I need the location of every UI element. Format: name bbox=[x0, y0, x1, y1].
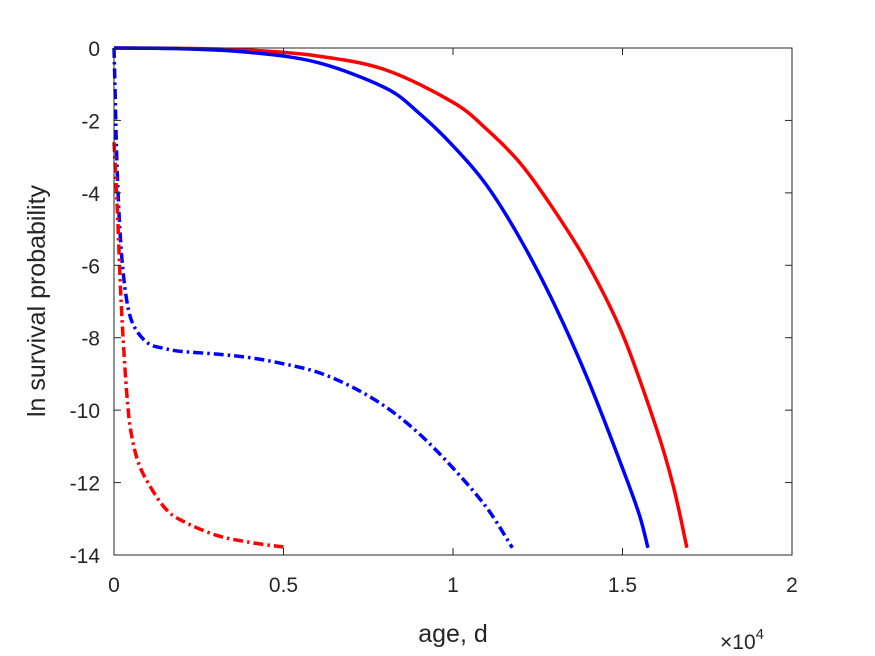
y-tick-label: -6 bbox=[81, 255, 100, 278]
series-line-2 bbox=[113, 46, 650, 549]
x-tick-label: 1.5 bbox=[608, 574, 637, 597]
tick-layer bbox=[113, 47, 793, 556]
x-axis-label: age, d bbox=[418, 620, 488, 648]
x-axis-exponent-power: 4 bbox=[756, 626, 764, 643]
x-axis-exponent-base: ×10 bbox=[720, 631, 756, 654]
tick-label-layer: 0 0.5 1 1.5 2 0 -2 -4 -6 -8 -10 -12 -14 bbox=[70, 38, 798, 597]
y-tick-label: -10 bbox=[70, 400, 100, 423]
y-tick-label: -4 bbox=[81, 183, 100, 206]
y-tick-label: -12 bbox=[70, 473, 100, 496]
series-layer bbox=[112, 46, 689, 549]
x-axis-exponent: ×104 bbox=[720, 626, 764, 654]
y-axis-label: ln survival probability bbox=[23, 184, 51, 417]
x-tick-label: 2 bbox=[786, 574, 798, 597]
y-tick-label: 0 bbox=[88, 38, 100, 61]
x-tick-label: 0 bbox=[108, 574, 120, 597]
series-line-4 bbox=[112, 142, 284, 549]
plot-area-background bbox=[114, 48, 792, 555]
series-line-1 bbox=[113, 46, 689, 549]
y-tick-label: -8 bbox=[81, 328, 100, 351]
x-tick-label: 0.5 bbox=[269, 574, 298, 597]
x-tick-label: 1 bbox=[447, 574, 459, 597]
y-tick-label: -14 bbox=[70, 545, 101, 568]
y-tick-label: -2 bbox=[81, 110, 100, 133]
